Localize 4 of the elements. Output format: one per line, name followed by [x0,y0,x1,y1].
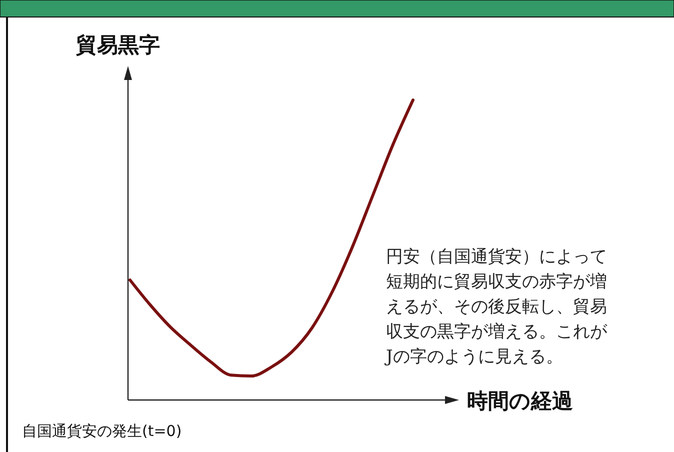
text: 自国通貨安の発生(t=0) [22,422,182,440]
annotation: 円安（自国通貨安）によって短期的に貿易収支の赤字が増えるが、その後反転し、貿易収支の黒字が増える。これがJの字のように見える。 [384,247,608,367]
y-axis-title: 貿易黒字 [75,33,160,57]
x-axis-title: 時間の経過 [467,389,573,413]
